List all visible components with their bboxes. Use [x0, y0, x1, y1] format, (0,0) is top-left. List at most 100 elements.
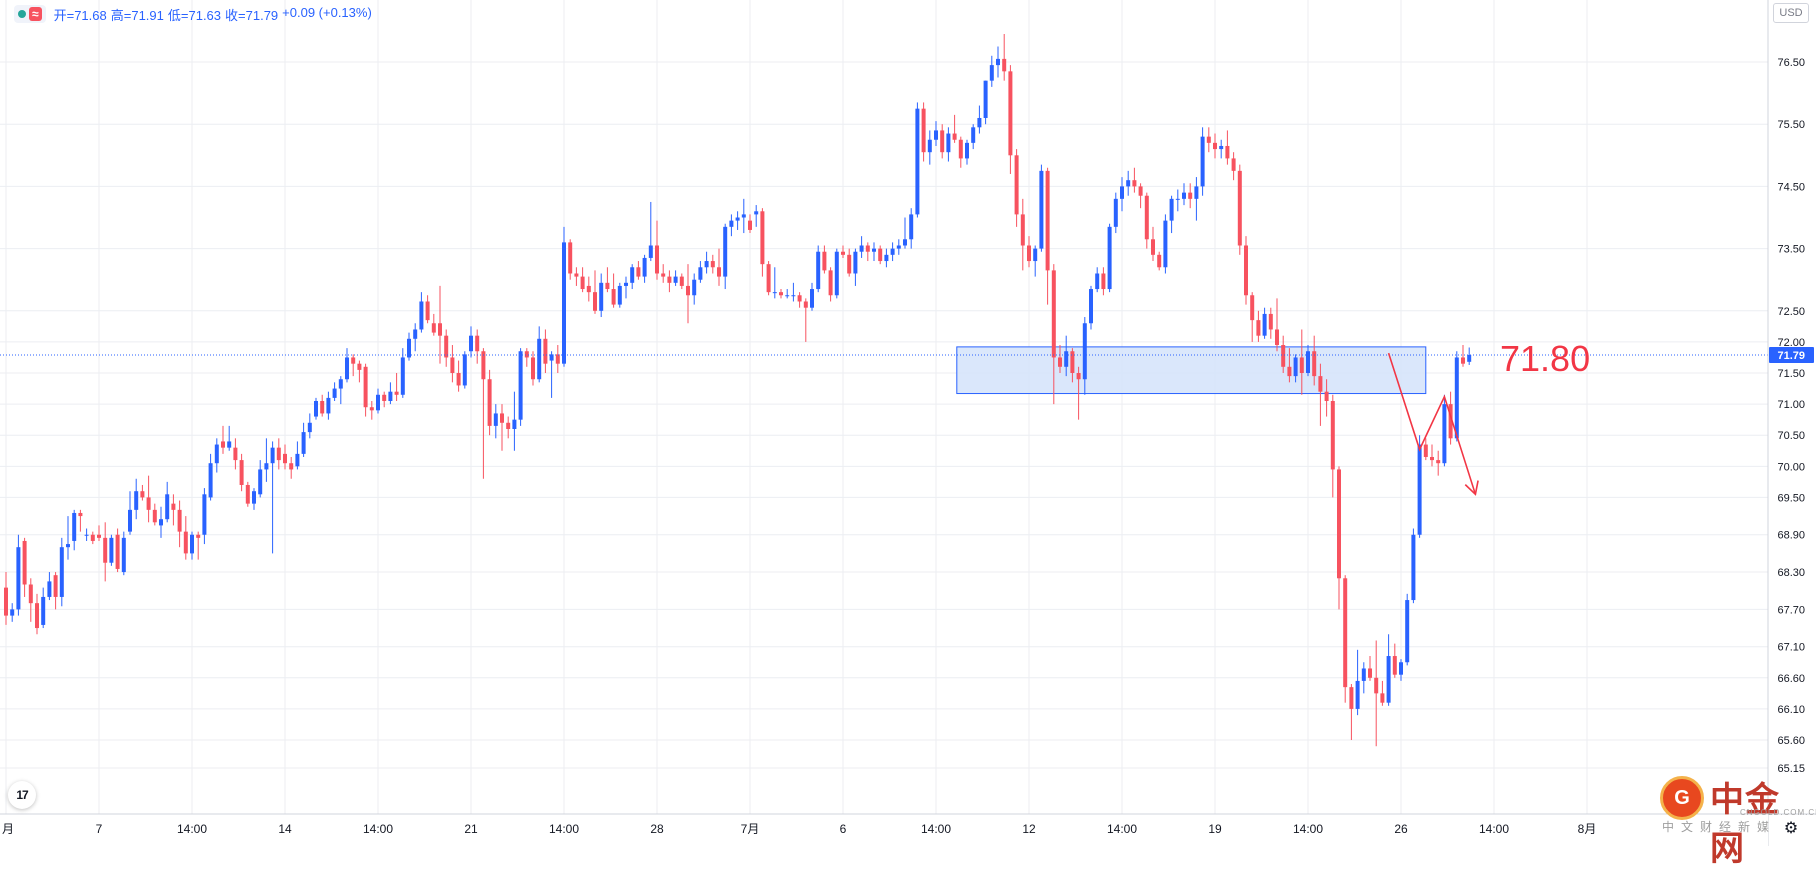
- candle-body: [90, 534, 95, 541]
- price-axis[interactable]: 76.50 75.50 74.50 73.50 72.50 72.00 71.50 71.00…: [1767, 0, 1816, 846]
- candle-body: [183, 531, 188, 554]
- candle-body: [531, 357, 535, 380]
- candle: [295, 441, 300, 470]
- candle: [1020, 198, 1025, 271]
- candle: [382, 391, 387, 408]
- candle: [1070, 348, 1075, 383]
- candle-body: [1144, 195, 1149, 240]
- candle-body: [927, 139, 932, 153]
- candle: [679, 273, 684, 290]
- candle: [444, 329, 449, 367]
- candle-body: [270, 447, 275, 464]
- candle: [996, 46, 1000, 78]
- candle-body: [562, 242, 566, 364]
- candle-body: [816, 251, 821, 290]
- candle-body: [1157, 254, 1162, 268]
- candle: [952, 114, 957, 143]
- candle-body: [977, 117, 982, 128]
- time-axis[interactable]: 月 7 14:00 14 14:00 21 14:00 28 7月 6 14:00 12 14:00 19…: [0, 813, 1816, 846]
- candle-body: [989, 65, 994, 81]
- candle: [103, 522, 108, 582]
- candle-body: [512, 419, 517, 429]
- price-tick-label: 72.00: [1777, 337, 1805, 349]
- candle-body: [611, 289, 616, 305]
- candle: [816, 245, 821, 293]
- candle-body: [599, 282, 604, 311]
- candle-body: [1256, 320, 1261, 336]
- time-tick-label: 7月: [741, 822, 760, 836]
- candle: [909, 208, 914, 249]
- candle: [555, 345, 560, 374]
- candle: [245, 481, 250, 507]
- candle: [717, 248, 721, 286]
- candle-body: [357, 363, 362, 370]
- candle-body: [307, 422, 312, 433]
- candle: [283, 444, 287, 470]
- candle-body: [258, 469, 263, 495]
- candle-body: [338, 379, 343, 389]
- candle-body: [1169, 198, 1174, 221]
- gear-icon[interactable]: ⚙: [1783, 820, 1799, 837]
- open-item: 开=71.68: [54, 5, 107, 24]
- chart-area[interactable]: 71.80 76.50 75.50 74.50 73.50 72.50 72.00 71.5…: [0, 0, 1816, 846]
- candle: [872, 242, 876, 262]
- candle: [859, 236, 864, 258]
- candle-body: [1250, 295, 1255, 321]
- candle: [1076, 366, 1081, 420]
- candle: [1430, 444, 1434, 467]
- time-tick-label: 26: [1394, 822, 1408, 836]
- ohlc-legend: ≈ 开=71.68 高=71.91 低=71.63 收=71.79 +0.09 …: [14, 4, 372, 24]
- candle: [84, 528, 89, 541]
- candle: [1343, 575, 1348, 703]
- price-tick-label: 74.50: [1777, 181, 1805, 193]
- candle-body: [196, 534, 201, 538]
- tradingview-logo-icon[interactable]: 17: [8, 781, 36, 809]
- candle-body: [53, 575, 58, 597]
- candlestick-chart[interactable]: 71.80 76.50 75.50 74.50 73.50 72.50 72.00 71.5…: [0, 0, 1816, 846]
- candle-body: [1454, 357, 1459, 439]
- candle: [686, 264, 690, 324]
- candle: [171, 494, 176, 526]
- candle: [1231, 152, 1236, 181]
- candle: [53, 572, 58, 610]
- candle: [1349, 684, 1354, 741]
- candle: [276, 438, 281, 470]
- candle-body: [202, 494, 207, 535]
- candle: [1014, 149, 1019, 227]
- candle-body: [1188, 192, 1193, 199]
- candle: [165, 481, 170, 523]
- candle: [617, 282, 622, 308]
- candle-body: [171, 503, 176, 510]
- candle: [425, 295, 430, 324]
- resistance-zone[interactable]: [956, 346, 1427, 395]
- candle: [946, 127, 951, 162]
- candle-body: [1436, 460, 1441, 464]
- candle: [636, 261, 641, 280]
- candle-body: [221, 441, 225, 448]
- candle: [357, 360, 362, 383]
- legend-visibility-toggle[interactable]: ≈: [14, 5, 46, 23]
- candle-body: [1008, 71, 1013, 156]
- candle: [481, 348, 486, 479]
- candle: [10, 603, 15, 622]
- resistance-zone-layer: [956, 346, 1427, 395]
- candle: [667, 270, 672, 293]
- candle: [841, 245, 845, 258]
- candle: [791, 282, 796, 302]
- currency-button[interactable]: USD: [1773, 3, 1809, 23]
- candle: [264, 438, 269, 482]
- candle-body: [1244, 245, 1248, 296]
- candle: [704, 251, 709, 274]
- candle-body: [431, 323, 436, 333]
- candle-body: [958, 139, 963, 159]
- candle-body: [785, 295, 790, 297]
- candle: [270, 441, 275, 554]
- candle-body: [704, 261, 709, 268]
- candle: [1095, 267, 1100, 293]
- candle: [847, 248, 852, 277]
- candle: [574, 267, 579, 286]
- candle-body: [190, 534, 194, 554]
- candle-body: [841, 251, 845, 255]
- candle-body: [940, 130, 945, 153]
- forecast-arrow[interactable]: [1387, 352, 1477, 495]
